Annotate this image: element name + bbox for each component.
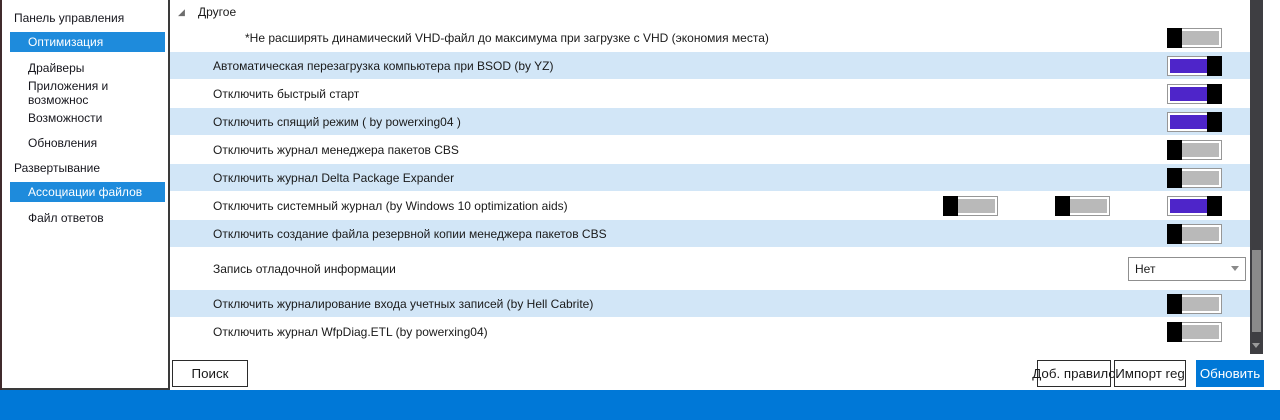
toggle-switch[interactable] (1167, 293, 1222, 314)
toggle-switch[interactable] (1055, 195, 1110, 216)
vertical-scrollbar[interactable] (1250, 0, 1263, 354)
toggle-switch[interactable] (1167, 167, 1222, 188)
option-label: Отключить журнал Delta Package Expander (213, 170, 455, 185)
group-header[interactable]: ◢ Другое (170, 0, 1250, 24)
option-row[interactable]: *Не расширять динамический VHD-файл до м… (170, 24, 1250, 51)
option-row[interactable]: Отключить быстрый старт (170, 80, 1250, 107)
option-controls (943, 195, 1222, 216)
debug-info-dropdown[interactable]: Нет (1128, 256, 1246, 281)
chevron-down-icon (1231, 265, 1239, 271)
option-row[interactable]: Отключить журналирование входа учетных з… (170, 290, 1250, 317)
import-reg-button[interactable]: Импорт reg (1114, 360, 1186, 387)
option-row[interactable]: Отключить системный журнал (by Windows 1… (170, 192, 1250, 219)
option-label: Автоматическая перезагрузка компьютера п… (213, 58, 554, 73)
toggle-switch[interactable] (1167, 195, 1222, 216)
toggle-switch[interactable] (1167, 139, 1222, 160)
option-label: Отключить быстрый старт (213, 86, 360, 101)
option-controls (1167, 55, 1222, 76)
scrollbar-thumb[interactable] (1252, 250, 1261, 332)
option-label: Отключить журнал WfpDiag.ETL (by powerxi… (213, 324, 488, 339)
sidebar-item[interactable]: Развертывание (14, 160, 101, 175)
group-title: Другое (198, 5, 237, 19)
sidebar-item[interactable]: Обновления (28, 135, 98, 150)
toggle-knob (1167, 27, 1182, 48)
toggle-knob (1207, 111, 1222, 132)
option-row[interactable]: Отключить создание файла резервной копии… (170, 220, 1250, 247)
options-list: *Не расширять динамический VHD-файл до м… (170, 24, 1250, 346)
sidebar: Панель управления Оптимизация Драйверы Прил… (2, 0, 170, 390)
option-row[interactable]: Автоматическая перезагрузка компьютера п… (170, 52, 1250, 79)
search-button[interactable]: Поиск (172, 360, 248, 387)
main-panel: ◢ Другое *Не расширять динамический VHD-… (170, 0, 1250, 356)
toggle-knob (1167, 321, 1182, 342)
dropdown-selected-value: Нет (1135, 261, 1156, 276)
option-controls: Нет (1128, 256, 1246, 281)
toggle-knob (1167, 293, 1182, 314)
toggle-switch[interactable] (943, 195, 998, 216)
option-row[interactable]: Отключить спящий режим ( by powerxing04 … (170, 108, 1250, 135)
option-controls (1167, 223, 1222, 244)
sidebar-item[interactable]: Приложения и возможнос (28, 78, 109, 107)
option-label: Запись отладочной информации (213, 261, 396, 276)
option-controls (1167, 293, 1222, 314)
expander-collapse-icon[interactable]: ◢ (178, 6, 185, 17)
option-row[interactable]: Отключить журнал WfpDiag.ETL (by powerxi… (170, 318, 1250, 345)
option-label: Отключить создание файла резервной копии… (213, 226, 607, 241)
toggle-switch[interactable] (1167, 27, 1222, 48)
toggle-knob (1167, 167, 1182, 188)
toggle-knob (1167, 223, 1182, 244)
option-controls (1167, 111, 1222, 132)
status-bar (0, 390, 1280, 420)
toggle-knob (1207, 83, 1222, 104)
option-row[interactable]: Отключить журнал Delta Package Expander (170, 164, 1250, 191)
option-label: Отключить спящий режим ( by powerxing04 … (213, 114, 461, 129)
sidebar-item[interactable]: Драйверы (28, 60, 85, 75)
option-row[interactable]: Отключить журнал менеджера пакетов CBS (170, 136, 1250, 163)
add-rule-button[interactable]: Доб. правило (1032, 360, 1116, 387)
option-label: *Не расширять динамический VHD-файл до м… (245, 30, 769, 45)
option-controls (1167, 321, 1222, 342)
sidebar-item[interactable]: Панель управления (14, 10, 125, 25)
sidebar-item[interactable]: Ассоциации файлов (10, 182, 165, 202)
scrollbar-down-arrow-icon[interactable] (1252, 342, 1261, 350)
option-controls (1167, 83, 1222, 104)
toggle-knob (1167, 139, 1182, 160)
option-controls (1167, 139, 1222, 160)
toggle-switch[interactable] (1167, 111, 1222, 132)
toggle-knob (1207, 55, 1222, 76)
window-edge (0, 0, 2, 390)
toggle-knob (1207, 195, 1222, 216)
option-label: Отключить системный журнал (by Windows 1… (213, 198, 568, 213)
option-controls (1167, 27, 1222, 48)
toggle-switch[interactable] (1167, 55, 1222, 76)
toggle-knob (943, 195, 958, 216)
sidebar-item[interactable]: Файл ответов (28, 210, 104, 225)
sidebar-item[interactable]: Возможности (28, 110, 103, 125)
toggle-knob (1055, 195, 1070, 216)
option-label: Отключить журнал менеджера пакетов CBS (213, 142, 459, 157)
toggle-switch[interactable] (1167, 223, 1222, 244)
sidebar-item[interactable]: Оптимизация (10, 32, 165, 52)
option-row[interactable]: Запись отладочной информации Нет (170, 248, 1250, 289)
option-controls (1167, 167, 1222, 188)
toggle-switch[interactable] (1167, 321, 1222, 342)
toggle-switch[interactable] (1167, 83, 1222, 104)
update-button[interactable]: Обновить (1196, 360, 1264, 387)
option-label: Отключить журналирование входа учетных з… (213, 296, 594, 311)
